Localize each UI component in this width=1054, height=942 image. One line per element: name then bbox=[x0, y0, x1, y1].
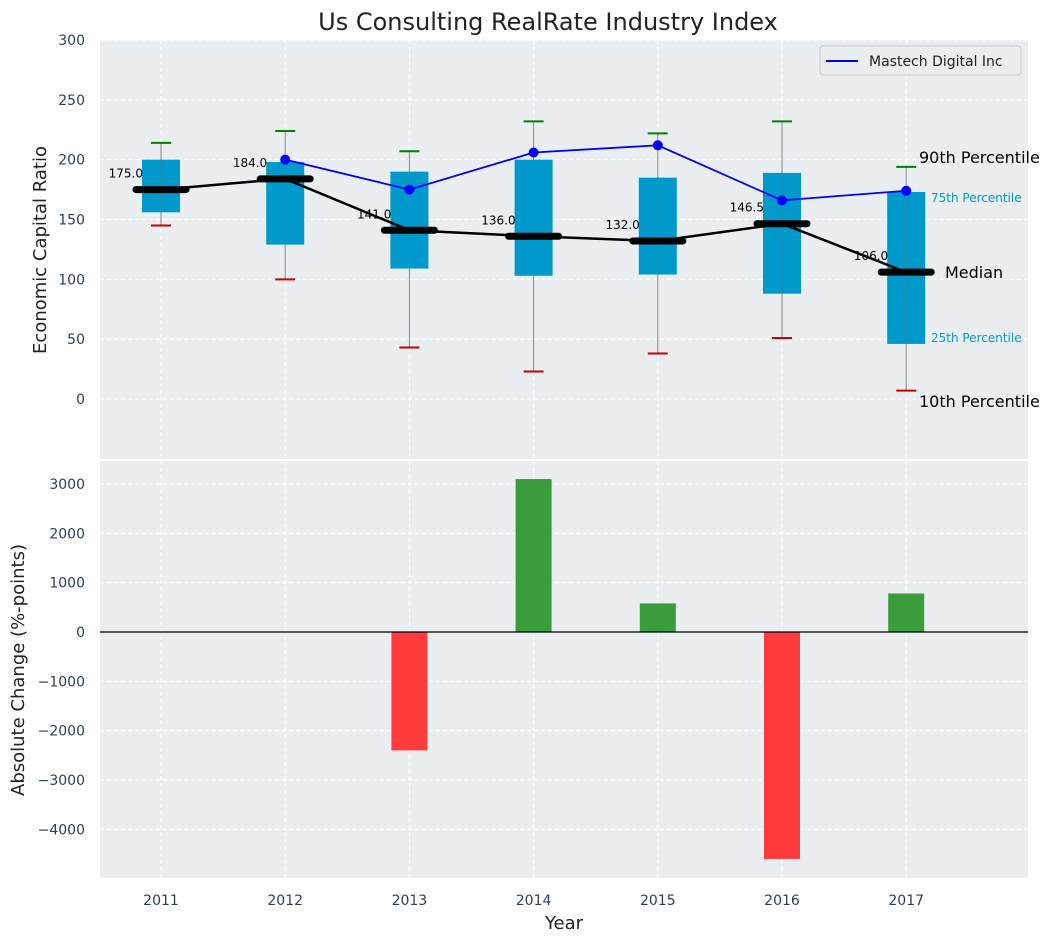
change-bar bbox=[515, 479, 552, 632]
p75-annotation: 75th Percentile bbox=[931, 191, 1022, 205]
median-value-label: 106.0 bbox=[854, 249, 888, 263]
top-y-tick-label: 50 bbox=[67, 332, 85, 348]
bottom-y-tick-label: 0 bbox=[76, 625, 85, 641]
x-tick-label: 2017 bbox=[888, 893, 924, 909]
bottom-y-tick-label: 2000 bbox=[49, 526, 85, 542]
change-bar bbox=[764, 632, 800, 859]
chart-title: Us Consulting RealRate Industry Index bbox=[318, 8, 778, 36]
legend-box bbox=[819, 45, 1022, 76]
change-bar bbox=[639, 603, 676, 632]
median-value-label: 146.5 bbox=[730, 201, 764, 215]
top-y-axis-label: Economic Capital Ratio bbox=[30, 146, 51, 354]
top-plot-area bbox=[100, 40, 1028, 459]
median-value-label: 141.0 bbox=[357, 207, 391, 221]
top-y-tick-label: 250 bbox=[58, 93, 85, 109]
median-value-label: 132.0 bbox=[605, 218, 639, 232]
company-series-point bbox=[404, 184, 415, 195]
p10-annotation: 10th Percentile bbox=[919, 392, 1040, 411]
median-annotation: Median bbox=[945, 263, 1003, 282]
x-tick-label: 2012 bbox=[267, 893, 303, 909]
p25-annotation: 25th Percentile bbox=[931, 331, 1022, 345]
bottom-y-tick-label: −4000 bbox=[38, 822, 85, 838]
company-series-line bbox=[284, 144, 907, 202]
top-y-tick-label: 200 bbox=[58, 153, 85, 169]
bottom-y-tick-label: 3000 bbox=[49, 477, 85, 493]
bottom-y-tick-label: −2000 bbox=[38, 724, 85, 740]
median-value-label: 175.0 bbox=[109, 167, 143, 181]
company-series-point bbox=[652, 140, 663, 151]
company-series-point bbox=[280, 154, 291, 165]
x-tick-label: 2015 bbox=[640, 893, 676, 909]
company-series-point bbox=[901, 185, 912, 196]
bottom-y-axis-label: Absolute Change (%-points) bbox=[8, 544, 29, 796]
change-bar bbox=[391, 632, 428, 751]
x-tick-label: 2014 bbox=[516, 893, 552, 909]
x-tick-label: 2011 bbox=[143, 893, 179, 909]
legend: Mastech Digital Inc bbox=[819, 45, 1022, 76]
company-series-point bbox=[777, 195, 787, 206]
x-tick-label: 2016 bbox=[764, 893, 800, 909]
bottom-y-tick-label: −1000 bbox=[38, 674, 85, 690]
bottom-y-tick-label: 1000 bbox=[49, 576, 85, 592]
top-y-tick-label: 300 bbox=[58, 33, 85, 49]
legend-label: Mastech Digital Inc bbox=[869, 54, 1003, 70]
company-series-point bbox=[528, 147, 539, 158]
bottom-y-tick-label: −3000 bbox=[38, 773, 85, 789]
x-tick-label: 2013 bbox=[392, 893, 428, 909]
top-y-tick-label: 100 bbox=[58, 272, 85, 288]
top-y-tick-label: 150 bbox=[58, 213, 85, 229]
bottom-plot-area bbox=[100, 461, 1028, 878]
top-y-tick-label: 0 bbox=[76, 392, 85, 408]
change-bar bbox=[888, 593, 925, 632]
median-value-label: 136.0 bbox=[481, 213, 515, 227]
x-axis-label: Year bbox=[544, 913, 584, 934]
median-value-label: 184.0 bbox=[233, 156, 267, 170]
p90-annotation: 90th Percentile bbox=[919, 148, 1040, 167]
